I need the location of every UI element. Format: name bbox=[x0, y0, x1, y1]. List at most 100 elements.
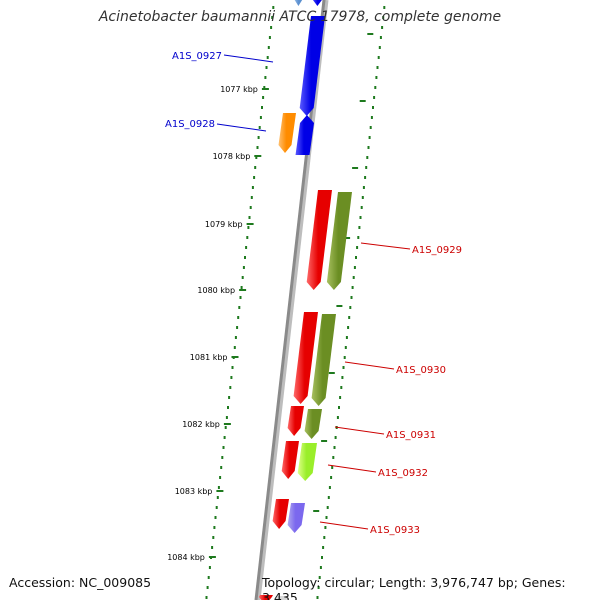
gene-arrow bbox=[293, 312, 318, 404]
right-track-tick bbox=[328, 372, 335, 374]
gc-dot-left bbox=[254, 166, 257, 169]
gene-arrow bbox=[312, 0, 322, 6]
gc-dot-left bbox=[249, 206, 252, 209]
gc-dot-left bbox=[219, 476, 222, 479]
gene-arrow bbox=[287, 406, 304, 436]
gc-dot-left bbox=[231, 366, 234, 369]
gene-arrow-A1S_0930 bbox=[311, 314, 336, 406]
gc-dot-right bbox=[362, 186, 365, 189]
gc-dot-right bbox=[341, 376, 344, 379]
gc-dot-left bbox=[230, 376, 233, 379]
gc-dot-left bbox=[253, 176, 256, 179]
scale-tick bbox=[223, 423, 231, 425]
gc-dot-left bbox=[247, 226, 250, 229]
gc-dot-left bbox=[245, 246, 248, 249]
gc-dot-left bbox=[234, 336, 237, 339]
genome-title: Acinetobacter baumannii ATCC 17978, comp… bbox=[98, 9, 502, 25]
gc-dot-right bbox=[344, 346, 347, 349]
gc-dot-right bbox=[383, 6, 386, 9]
gc-dot-left bbox=[256, 146, 259, 149]
gc-dot-left bbox=[238, 306, 241, 309]
gc-dot-right bbox=[376, 66, 379, 69]
gc-dot-right bbox=[323, 536, 326, 539]
gc-dot-right bbox=[378, 46, 381, 49]
gc-dot-left bbox=[258, 126, 261, 129]
gc-dot-left bbox=[213, 526, 216, 529]
gc-dot-right bbox=[328, 486, 331, 489]
gc-dot-left bbox=[271, 16, 274, 19]
gene-arrow-orange bbox=[278, 113, 296, 153]
gc-dot-left bbox=[272, 6, 275, 9]
gene-leader-line bbox=[344, 361, 395, 370]
gc-dot-left bbox=[248, 216, 251, 219]
gc-dot-left bbox=[266, 56, 269, 59]
gc-dot-right bbox=[356, 246, 359, 249]
scale-tick bbox=[261, 88, 269, 90]
gc-dot-left bbox=[225, 416, 228, 419]
gene-arrow-A1S_0927 bbox=[299, 16, 325, 116]
gc-dot-right bbox=[372, 106, 374, 109]
scale-tick bbox=[254, 155, 262, 157]
gc-dot-right bbox=[324, 526, 327, 529]
gene-arrow-A1S_0928 bbox=[295, 115, 314, 155]
scale-tick-label: 1084 kbp bbox=[167, 553, 205, 562]
gc-dot-right bbox=[333, 446, 336, 449]
gc-dot-left bbox=[261, 106, 263, 109]
gc-dot-left bbox=[208, 566, 211, 569]
gc-dot-right bbox=[332, 456, 335, 459]
gc-dot-right bbox=[351, 286, 354, 289]
gene-label-A1S_0930: A1S_0930 bbox=[396, 365, 446, 376]
gc-dot-right bbox=[381, 26, 384, 29]
gc-dot-right bbox=[367, 146, 370, 149]
gene-leader-line bbox=[216, 123, 267, 132]
gc-dot-left bbox=[207, 576, 210, 579]
gc-dot-left bbox=[241, 276, 244, 279]
gc-dot-right bbox=[334, 436, 337, 439]
gc-dot-left bbox=[221, 456, 224, 459]
gc-dot-right bbox=[342, 366, 345, 369]
right-track-tick bbox=[336, 305, 343, 307]
gene-arrow bbox=[272, 499, 289, 529]
gc-dot-right bbox=[325, 516, 328, 519]
gc-dot-right bbox=[317, 586, 320, 589]
gc-dot-right bbox=[318, 576, 321, 579]
gc-dot-right bbox=[377, 56, 380, 59]
gc-dot-left bbox=[255, 156, 258, 159]
right-track-tick bbox=[359, 100, 366, 102]
gc-dot-left bbox=[217, 486, 220, 489]
genome-stats: Topology: circular; Length: 3,976,747 bp… bbox=[262, 575, 566, 600]
gc-dot-right bbox=[355, 256, 357, 259]
gc-dot-left bbox=[211, 546, 214, 549]
right-track-tick bbox=[321, 440, 328, 442]
gc-dot-right bbox=[361, 196, 364, 199]
gc-dot-left bbox=[270, 26, 273, 29]
scale-tick-label: 1078 kbp bbox=[213, 152, 251, 161]
gc-dot-left bbox=[206, 586, 209, 589]
gc-dot-right bbox=[331, 466, 334, 469]
gc-dot-right bbox=[343, 356, 346, 359]
gc-dot-left bbox=[240, 286, 243, 289]
scale-tick bbox=[239, 289, 247, 291]
accession-text: Accession: NC_009085 bbox=[9, 575, 152, 590]
scale-tick bbox=[246, 223, 254, 225]
gc-dot-right bbox=[360, 206, 363, 209]
gene-label-A1S_0928: A1S_0928 bbox=[165, 119, 215, 130]
scale-tick-label: 1080 kbp bbox=[197, 286, 235, 295]
gc-dot-right bbox=[379, 36, 382, 39]
gc-dot-right bbox=[347, 326, 350, 329]
gc-dot-left bbox=[205, 596, 208, 599]
gene-label-A1S_0931: A1S_0931 bbox=[386, 430, 436, 441]
gene-arrow-A1S_0929 bbox=[326, 192, 352, 290]
gc-dot-left bbox=[237, 316, 240, 319]
gc-dot-right bbox=[350, 296, 353, 299]
gc-dot-right bbox=[382, 16, 385, 19]
gc-dot-right bbox=[327, 496, 330, 499]
right-track-tick bbox=[367, 33, 374, 35]
gene-leader-line bbox=[360, 242, 411, 250]
gc-dot-left bbox=[236, 326, 239, 329]
gc-dot-left bbox=[250, 196, 253, 199]
gc-dot-right bbox=[366, 156, 369, 159]
gc-dot-left bbox=[227, 406, 229, 409]
